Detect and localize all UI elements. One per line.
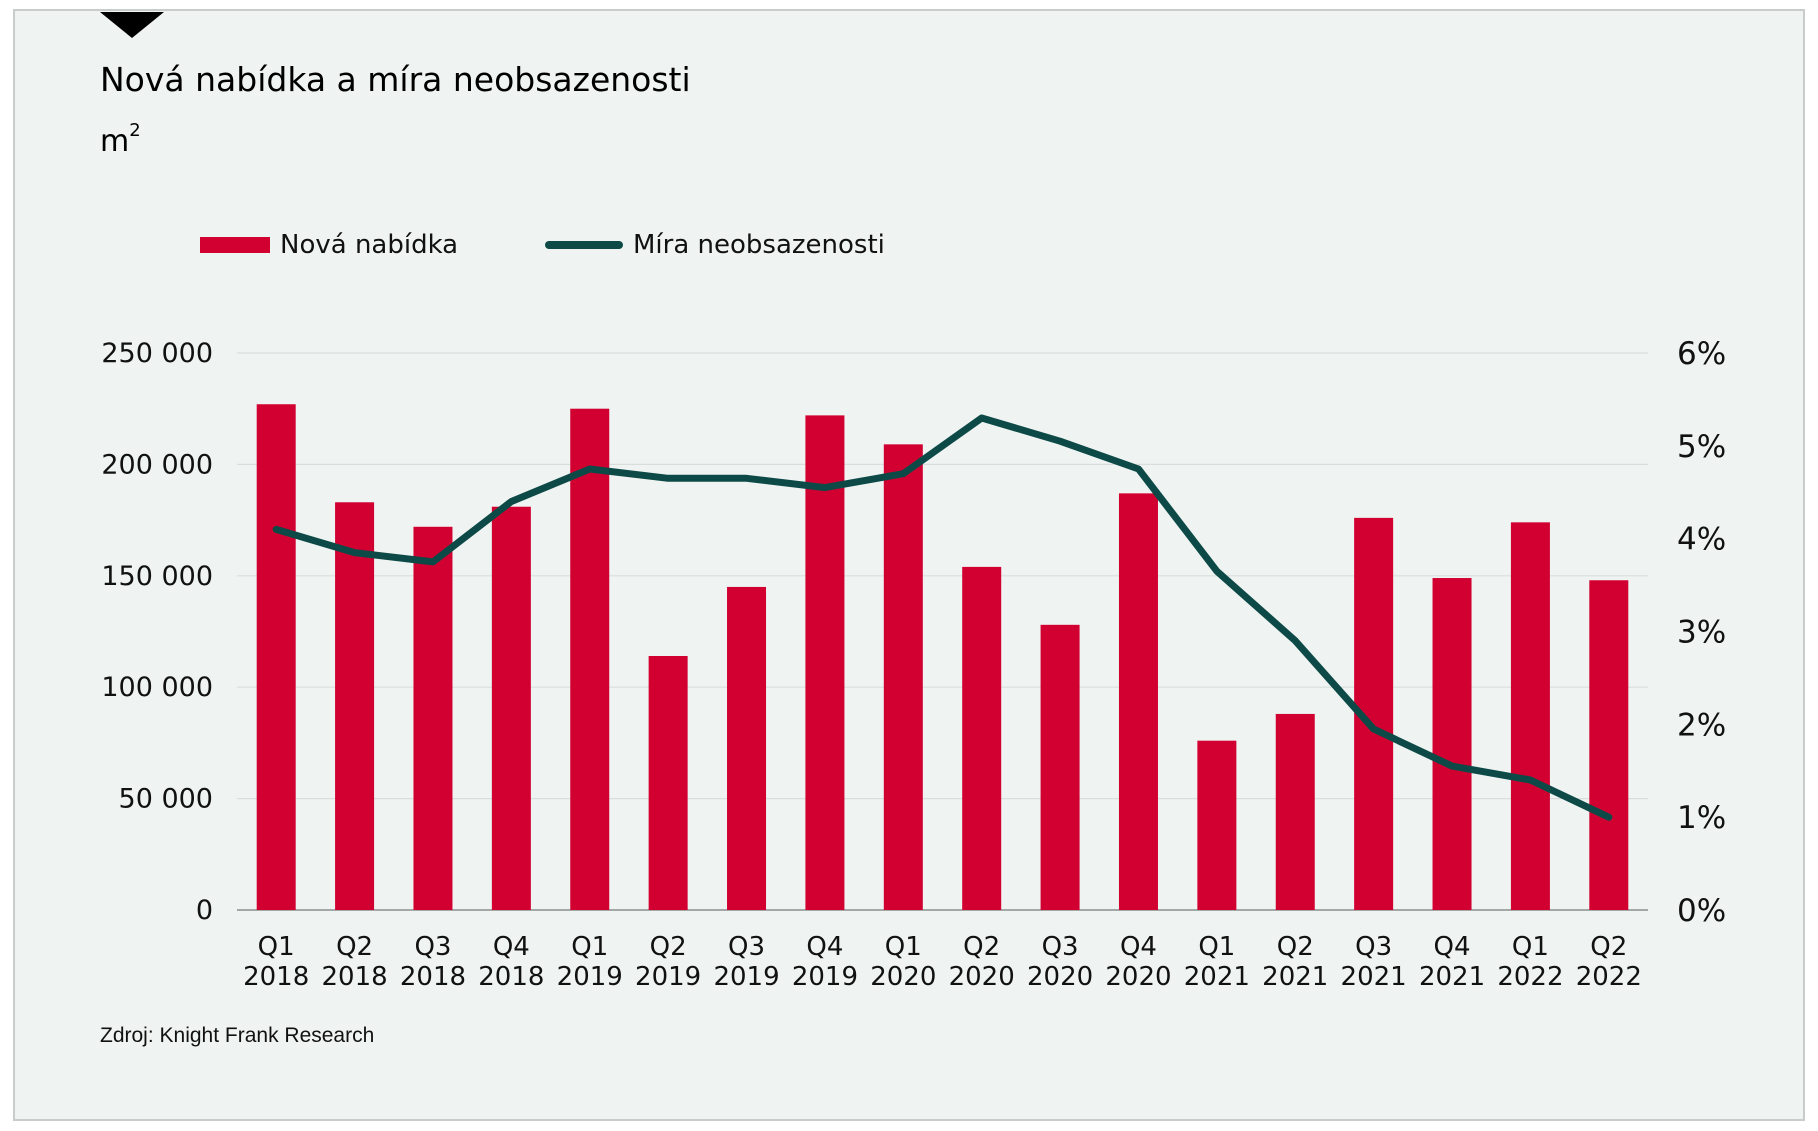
- unit-label: m2: [100, 120, 141, 159]
- x-tick-quarter: Q4: [493, 932, 530, 962]
- x-tick-year: 2022: [1576, 962, 1642, 992]
- bar: [335, 502, 375, 910]
- left-axis-ticks: 0 50 000 100 000 150 000 200 000 250 000: [101, 338, 213, 926]
- bar: [1118, 493, 1158, 910]
- bar: [883, 444, 923, 910]
- left-tick-label: 100 000: [101, 672, 213, 703]
- bar: [1275, 713, 1315, 910]
- bar: [648, 656, 688, 910]
- x-tick-year: 2019: [557, 962, 623, 992]
- x-tick-year: 2022: [1497, 962, 1563, 992]
- right-tick-label: 1%: [1677, 800, 1726, 836]
- x-tick-quarter: Q4: [1434, 932, 1471, 962]
- x-tick-year: 2020: [1027, 962, 1093, 992]
- left-tick-label: 0: [196, 895, 213, 926]
- x-tick-quarter: Q4: [1120, 932, 1157, 962]
- x-tick-quarter: Q2: [1277, 932, 1314, 962]
- bar: [1432, 578, 1472, 910]
- legend-swatch-bar: [200, 237, 270, 253]
- source-note: Zdroj: Knight Frank Research: [100, 1024, 375, 1047]
- x-tick-quarter: Q4: [806, 932, 843, 962]
- x-tick-quarter: Q1: [258, 932, 295, 962]
- triangle-marker-icon: [100, 12, 164, 38]
- x-tick-quarter: Q1: [885, 932, 922, 962]
- x-tick-year: 2021: [1262, 962, 1328, 992]
- legend-swatch-line: [545, 241, 623, 249]
- bar-series: [256, 404, 1629, 910]
- vacancy-line: [272, 414, 1613, 821]
- x-tick-year: 2020: [1105, 962, 1171, 992]
- right-tick-label: 2%: [1677, 707, 1726, 743]
- x-tick-year: 2021: [1184, 962, 1250, 992]
- left-tick-label: 250 000: [101, 338, 213, 369]
- chart-title: Nová nabídka a míra neobsazenosti: [100, 60, 691, 99]
- bar: [1510, 522, 1550, 910]
- x-tick-quarter: Q3: [1355, 932, 1392, 962]
- x-tick-year: 2018: [243, 962, 309, 992]
- x-tick-quarter: Q3: [414, 932, 451, 962]
- x-tick-year: 2020: [949, 962, 1015, 992]
- unit-base: m: [100, 124, 130, 159]
- unit-superscript: 2: [129, 120, 141, 141]
- bar: [491, 506, 531, 910]
- right-axis-ticks: 0% 1% 2% 3% 4% 5% 6%: [1677, 336, 1726, 929]
- x-tick-quarter: Q2: [963, 932, 1000, 962]
- x-tick-year: 2020: [870, 962, 936, 992]
- x-tick-year: 2019: [792, 962, 858, 992]
- legend-item-line: Míra neobsazenosti: [545, 228, 885, 262]
- bar: [962, 566, 1002, 910]
- right-tick-label: 3%: [1677, 615, 1726, 651]
- x-tick-quarter: Q2: [650, 932, 687, 962]
- x-tick-year: 2019: [635, 962, 701, 992]
- x-tick-year: 2018: [478, 962, 544, 992]
- bar: [1040, 624, 1080, 910]
- x-tick-quarter: Q1: [571, 932, 608, 962]
- x-tick-year: 2018: [321, 962, 387, 992]
- x-tick-quarter: Q1: [1198, 932, 1235, 962]
- legend-item-bar: Nová nabídka: [200, 228, 458, 262]
- x-axis-ticks: Q12018Q22018Q32018Q42018Q12019Q22019Q320…: [243, 932, 1642, 992]
- right-tick-label: 4%: [1677, 522, 1726, 558]
- x-tick-year: 2021: [1341, 962, 1407, 992]
- x-tick-quarter: Q2: [1590, 932, 1627, 962]
- legend-label-bar: Nová nabídka: [280, 230, 459, 260]
- x-tick-year: 2018: [400, 962, 466, 992]
- x-tick-quarter: Q1: [1512, 932, 1549, 962]
- bar: [805, 415, 845, 910]
- x-tick-quarter: Q3: [728, 932, 765, 962]
- line-series: [272, 414, 1613, 821]
- x-tick-year: 2021: [1419, 962, 1485, 992]
- legend-label-line: Míra neobsazenosti: [633, 230, 885, 260]
- bar: [1589, 580, 1629, 910]
- left-tick-label: 50 000: [119, 784, 213, 815]
- bar: [1197, 740, 1237, 910]
- bar: [727, 586, 767, 910]
- bar: [256, 404, 296, 910]
- x-tick-quarter: Q3: [1042, 932, 1079, 962]
- right-tick-label: 0%: [1677, 893, 1726, 929]
- right-tick-label: 6%: [1677, 336, 1726, 372]
- bar: [570, 408, 610, 910]
- x-tick-quarter: Q2: [336, 932, 373, 962]
- left-tick-label: 150 000: [101, 561, 213, 592]
- left-tick-label: 200 000: [101, 449, 213, 480]
- bar: [413, 526, 453, 910]
- right-tick-label: 5%: [1677, 429, 1726, 465]
- grid-lines: [237, 352, 1648, 911]
- x-tick-year: 2019: [713, 962, 779, 992]
